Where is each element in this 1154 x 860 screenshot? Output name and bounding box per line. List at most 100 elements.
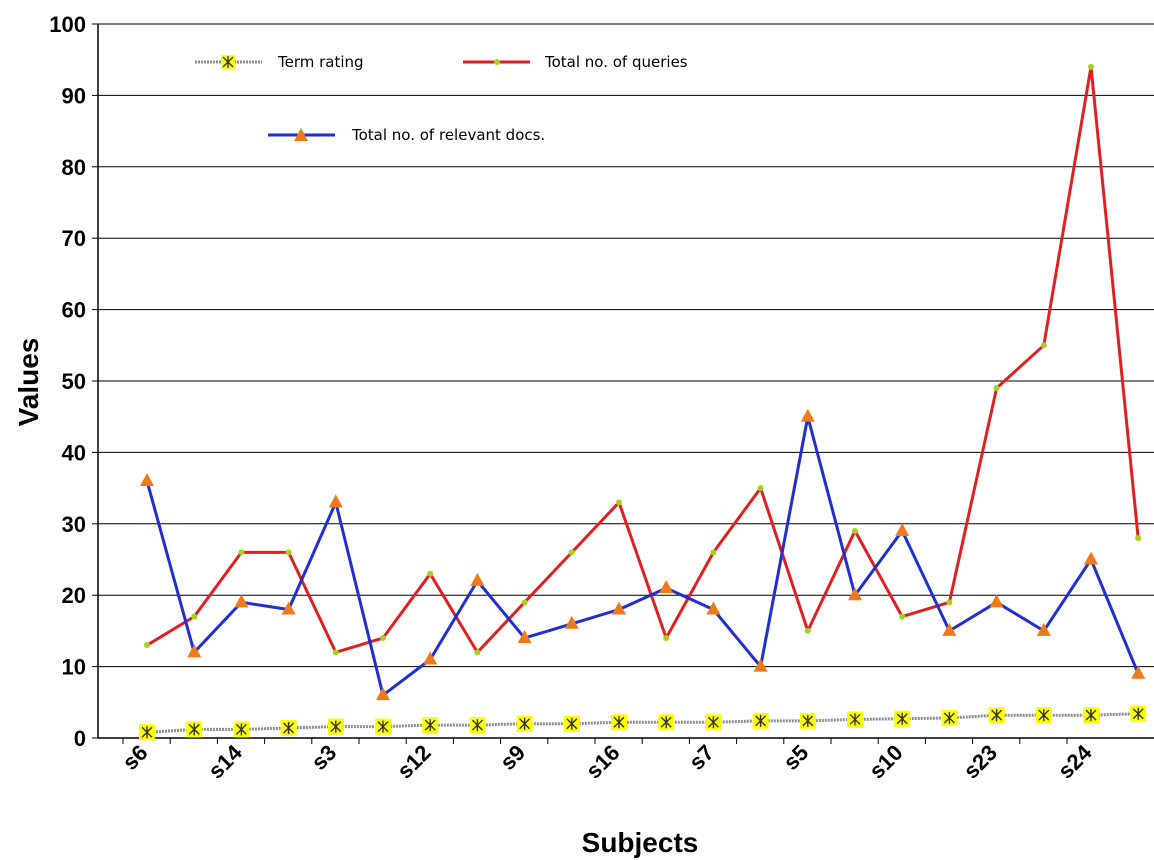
y-tick-label-10: 10 (62, 655, 86, 680)
point-docs-18 (989, 594, 1004, 608)
x-tick-label-s3: s3 (306, 740, 341, 775)
legend-item-relevant-docs: Total no. of relevant docs. (268, 126, 545, 144)
point-docs-8 (517, 630, 532, 644)
legend-marker-relevant-docs (294, 128, 308, 141)
legend-marker-total-queries (494, 59, 500, 65)
point-term-16 (894, 710, 911, 727)
point-docs-14 (800, 408, 815, 422)
point-term-9 (563, 715, 580, 732)
x-tick-label-s7: s7 (684, 740, 719, 775)
point-term-20 (1083, 707, 1099, 724)
y-tick-label-20: 20 (62, 583, 86, 608)
point-docs-17 (942, 622, 957, 636)
point-queries-5 (380, 635, 386, 642)
point-docs-6 (423, 651, 438, 665)
point-queries-0 (144, 642, 150, 649)
point-docs-13 (753, 658, 768, 672)
point-docs-12 (706, 601, 721, 615)
point-term-0 (139, 724, 155, 741)
point-term-19 (1035, 707, 1052, 724)
point-term-5 (375, 718, 391, 735)
y-tick-label-70: 70 (62, 226, 86, 251)
y-tick-label-0: 0 (74, 726, 86, 751)
legend-item-term-rating: Term rating (195, 53, 364, 71)
point-queries-9 (568, 549, 575, 556)
point-term-21 (1130, 705, 1147, 722)
y-axis-title: Values (13, 338, 44, 427)
point-term-10 (611, 714, 627, 731)
point-queries-14 (804, 627, 811, 634)
legend-item-total-queries: Total no. of queries (463, 53, 688, 71)
point-docs-7 (470, 572, 485, 586)
point-queries-19 (1040, 342, 1047, 349)
point-docs-2 (234, 594, 249, 608)
point-docs-3 (281, 601, 296, 615)
series-2 (140, 408, 1146, 701)
point-queries-15 (852, 527, 858, 534)
point-term-17 (941, 710, 958, 727)
point-docs-16 (895, 522, 910, 536)
point-docs-10 (612, 601, 626, 615)
x-tick-label-s14: s14 (203, 739, 247, 783)
x-axis-title: Subjects (582, 827, 699, 858)
point-term-6 (422, 717, 439, 734)
point-term-11 (658, 714, 675, 731)
axes (97, 24, 1154, 739)
point-docs-15 (848, 587, 862, 601)
series-0 (139, 705, 1147, 741)
x-tick-label-s9: s9 (495, 740, 530, 775)
point-term-8 (516, 715, 533, 732)
series-1 (144, 63, 1142, 656)
y-tick-label-60: 60 (62, 298, 86, 323)
legend-label-relevant-docs: Total no. of relevant docs. (351, 126, 545, 144)
point-queries-21 (1135, 535, 1142, 542)
point-queries-8 (521, 599, 528, 606)
point-term-3 (280, 720, 297, 737)
y-axis-ticks: 0 10 20 30 40 50 60 70 80 90 100 (49, 12, 98, 751)
x-tick-label-s6: s6 (118, 740, 153, 775)
series-layer (139, 63, 1147, 741)
x-tick-label-s5: s5 (778, 740, 813, 775)
series-line-1 (146, 65, 1140, 654)
point-docs-21 (1131, 665, 1146, 679)
x-tick-label-s12: s12 (392, 740, 436, 784)
point-queries-10 (616, 499, 622, 506)
point-queries-7 (474, 649, 481, 656)
point-queries-12 (710, 549, 717, 556)
point-docs-9 (564, 615, 579, 629)
point-term-15 (847, 711, 863, 728)
y-tick-label-80: 80 (62, 155, 86, 180)
point-queries-20 (1088, 63, 1094, 70)
point-queries-18 (993, 385, 1000, 392)
legend-label-term-rating: Term rating (277, 53, 364, 71)
point-queries-4 (332, 649, 339, 656)
point-queries-2 (238, 549, 245, 556)
point-docs-4 (328, 494, 343, 508)
point-queries-6 (427, 570, 434, 577)
point-queries-3 (285, 549, 292, 556)
legend-label-total-queries: Total no. of queries (544, 53, 688, 71)
point-queries-11 (663, 635, 670, 642)
point-term-7 (469, 717, 486, 734)
point-docs-0 (140, 472, 154, 486)
legend-marker-term-rating (221, 55, 235, 69)
point-term-2 (233, 721, 250, 738)
point-queries-17 (946, 599, 953, 606)
point-docs-11 (659, 580, 674, 594)
point-term-4 (327, 718, 344, 735)
point-queries-13 (757, 485, 764, 492)
y-tick-label-40: 40 (62, 440, 86, 465)
point-term-12 (705, 714, 722, 731)
series-line-0 (146, 712, 1139, 734)
y-tick-label-100: 100 (49, 12, 86, 37)
y-tick-label-30: 30 (62, 512, 86, 537)
x-tick-label-s23: s23 (958, 740, 1002, 784)
legend: Term rating Total no. of queries Total n… (195, 53, 688, 144)
series-line-2 (145, 415, 1140, 697)
point-docs-5 (376, 687, 390, 701)
y-tick-label-90: 90 (62, 83, 86, 108)
point-term-13 (752, 712, 769, 729)
x-tick-label-s10: s10 (864, 740, 908, 784)
point-term-14 (799, 712, 816, 729)
